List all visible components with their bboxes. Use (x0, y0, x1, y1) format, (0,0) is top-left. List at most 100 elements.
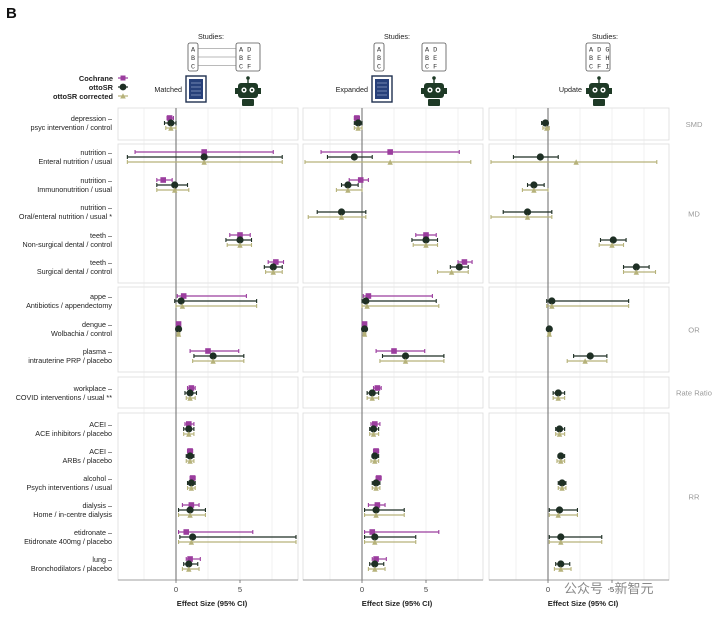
estimate-ottosr (156, 181, 189, 189)
estimate-ottosr (599, 236, 627, 244)
point-square (205, 348, 211, 354)
estimate-cochrane (189, 348, 240, 354)
estimate-ottosr (174, 325, 183, 333)
point-circle (558, 479, 566, 487)
row-label-outcome: plasma – (83, 347, 112, 356)
estimate-ottosr-corrected (521, 187, 549, 193)
point-square (361, 321, 368, 327)
estimate-cochrane (367, 502, 386, 508)
point-circle (541, 119, 550, 127)
row-label-outcome: etidronate – (74, 528, 112, 537)
estimate-cochrane (267, 259, 285, 265)
legend-label-cochrane: Cochrane (79, 74, 113, 83)
estimate-ottosr (552, 389, 566, 397)
estimate-ottosr (371, 479, 381, 487)
panel-header-matched: Studies:ABC A DB EC F Matched (154, 32, 261, 106)
estimate-cochrane (364, 529, 440, 535)
estimate-ottosr (178, 506, 206, 514)
group-band (488, 376, 670, 409)
estimate-ottosr (557, 452, 566, 460)
estimate-ottosr-corrected (366, 395, 380, 401)
row-label-outcome: ACEI – (89, 420, 112, 429)
estimate-ottosr-corrected (369, 431, 380, 437)
point-square (188, 385, 195, 391)
point-triangle (558, 566, 564, 572)
point-square (175, 321, 182, 327)
group-label: MD (688, 210, 700, 219)
estimate-ottosr-corrected (361, 303, 440, 309)
point-square (187, 448, 193, 454)
row-label-outcome: dialysis – (82, 501, 112, 510)
x-tick-label: 5 (610, 585, 614, 594)
point-square (187, 556, 193, 562)
estimate-ottosr (183, 560, 199, 568)
estimate-ottosr-corrected (548, 539, 603, 545)
estimate-ottosr (369, 560, 385, 568)
estimate-ottosr (512, 153, 559, 161)
point-circle (200, 153, 208, 161)
estimate-ottosr-corrected (165, 125, 177, 131)
estimate-ottosr (316, 208, 367, 216)
row-label-comparison: Antibiotics / appendectomy (26, 301, 112, 310)
estimate-ottosr-corrected (364, 512, 405, 518)
estimate-ottosr (548, 506, 578, 514)
point-circle (350, 153, 358, 161)
estimate-ottosr (361, 297, 437, 305)
estimate-ottosr-corrected (552, 395, 566, 401)
study-letters: C F (239, 64, 251, 72)
estimate-cochrane (186, 448, 194, 454)
point-triangle (609, 242, 615, 248)
point-circle (236, 236, 244, 244)
point-triangle (370, 431, 377, 437)
study-letters: A D G (589, 47, 609, 55)
estimate-cochrane (181, 502, 200, 508)
estimate-ottosr (193, 352, 245, 360)
point-triangle (188, 485, 195, 491)
point-circle (609, 236, 617, 244)
x-axis-title: Effect Size (95% CI) (362, 599, 433, 608)
row-label-comparison: Etidronate 400mg / placebo (24, 537, 112, 546)
point-triangle (364, 303, 370, 309)
point-circle (185, 425, 193, 433)
estimate-ottosr-corrected (490, 159, 658, 165)
group-band (488, 143, 670, 284)
studies-label: Studies: (592, 32, 618, 41)
point-square (183, 529, 190, 535)
row-label-outcome: workplace – (73, 384, 112, 393)
study-letters: C F I (589, 64, 609, 72)
point-square (374, 502, 381, 508)
estimate-cochrane (457, 259, 473, 265)
estimate-ottosr-corrected (557, 485, 567, 491)
group-label: SMD (686, 120, 703, 129)
point-triangle (168, 125, 174, 131)
point-triangle (355, 125, 361, 131)
estimate-ottosr (526, 181, 545, 189)
estimate-ottosr (174, 297, 258, 305)
studies-label: Studies: (198, 32, 224, 41)
estimate-cochrane (320, 149, 460, 155)
estimate-ottosr-corrected (156, 187, 190, 193)
point-triangle (549, 303, 555, 309)
x-tick-label: 0 (174, 585, 178, 594)
point-circle (401, 352, 410, 360)
point-triangle (338, 214, 345, 220)
point-square (357, 177, 364, 183)
point-circle (186, 389, 194, 397)
estimate-ottosr (449, 263, 469, 271)
point-triangle (369, 395, 375, 401)
legend: Cochrane ottoSR ottoSR corrected (53, 74, 128, 101)
estimate-ottosr (179, 533, 297, 541)
estimate-ottosr (364, 506, 405, 514)
estimate-ottosr (622, 263, 650, 271)
estimate-cochrane (176, 293, 247, 299)
point-triangle (187, 512, 193, 518)
study-letters: B (191, 55, 195, 63)
point-square (188, 502, 195, 508)
panel-expanded: 0 5 Effect Size (95% CI) (302, 107, 484, 608)
point-square (160, 177, 166, 183)
estimate-ottosr (546, 297, 630, 305)
study-letters: A D (239, 47, 251, 55)
estimate-ottosr-corrected (361, 331, 368, 337)
point-circle (555, 506, 564, 514)
point-triangle (423, 242, 429, 248)
